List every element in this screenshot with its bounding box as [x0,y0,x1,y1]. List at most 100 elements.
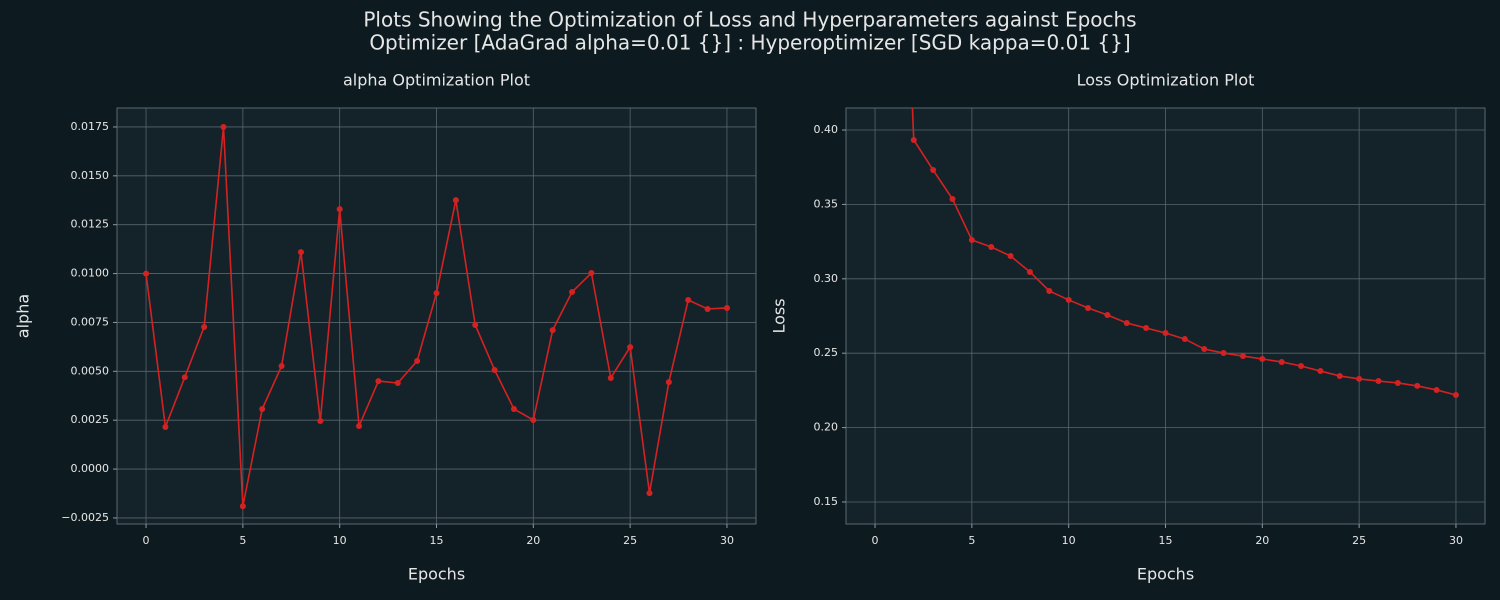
data-point [414,357,421,364]
data-point [1085,304,1092,311]
y-tick-label: 0.20 [814,421,839,434]
y-axis-label: alpha [14,294,33,338]
data-point [356,423,363,430]
subplot-title: Loss Optimization Plot [1077,71,1255,90]
y-tick-label: 0.15 [814,495,839,508]
data-point [317,417,324,424]
y-tick-label: 0.0075 [71,315,110,328]
data-point [1026,268,1033,275]
data-point [1143,325,1150,332]
data-point [1356,375,1363,382]
x-axis-label: Epochs [408,565,465,584]
x-tick-label: 25 [1352,534,1366,547]
data-point [607,374,614,381]
x-tick-label: 30 [720,534,734,547]
x-tick-label: 30 [1449,534,1463,547]
data-point [1239,353,1246,360]
data-point [259,406,266,413]
data-point [1162,329,1169,336]
data-point [1375,378,1382,385]
data-point [162,424,169,431]
data-point [704,305,711,312]
x-axis-label: Epochs [1137,565,1194,584]
data-point [949,196,956,203]
data-point [685,296,692,303]
plot-area [910,108,1459,399]
data-point [1259,355,1266,362]
figure-title: Plots Showing the Optimization of Loss a… [363,8,1136,32]
y-tick-label: 0.30 [814,272,839,285]
data-point [569,288,576,295]
data-point [1278,358,1285,365]
data-point [1201,346,1208,353]
figure-subtitle: Optimizer [AdaGrad alpha=0.01 {}] : Hype… [369,31,1130,55]
data-point [723,304,730,311]
data-point [588,269,595,276]
data-point [297,249,304,256]
data-point [472,321,479,328]
data-point [1123,319,1130,326]
data-point [181,374,188,381]
data-point [201,323,208,330]
y-tick-label: 0.0000 [71,462,110,475]
data-point [336,206,343,213]
x-tick-label: 10 [1062,534,1076,547]
data-point [1336,372,1343,379]
y-tick-label: 0.0125 [71,218,110,231]
x-tick-label: 20 [526,534,540,547]
data-point [143,270,150,277]
subplot-title: alpha Optimization Plot [343,71,530,90]
y-axis-label: Loss [770,298,789,333]
data-point [394,380,401,387]
data-point [1433,386,1440,393]
data-point [1220,350,1227,357]
x-tick-label: 10 [333,534,347,547]
plot-area [143,123,730,510]
data-point [1046,288,1053,295]
data-point [549,327,556,334]
y-tick-label: 0.40 [814,123,839,136]
x-tick-label: 15 [1159,534,1173,547]
data-point [452,197,459,204]
data-point [375,378,382,385]
data-point [1298,362,1305,369]
x-tick-label: 20 [1255,534,1269,547]
data-point [220,123,227,130]
data-point [1394,379,1401,386]
data-point [627,344,634,351]
data-point [988,243,995,250]
data-point [1317,368,1324,375]
x-tick-label: 5 [968,534,975,547]
y-tick-label: 0.0025 [71,413,110,426]
y-tick-label: 0.25 [814,346,839,359]
data-point [510,406,517,413]
subplot: 0 5 10 15 20 25 30 0.15 0.20 0.25 0.30 0.35 0.40 Loss… [770,71,1486,584]
data-point [1181,336,1188,343]
x-tick-label: 25 [623,534,637,547]
x-tick-label: 0 [143,534,150,547]
data-point [1414,382,1421,389]
x-tick-label: 5 [239,534,246,547]
y-tick-label: 0.35 [814,197,839,210]
data-point [665,379,672,386]
data-point [1065,296,1072,303]
data-point [1007,253,1014,260]
y-tick-label: −0.0025 [61,511,109,524]
data-point [530,417,537,423]
data-point [239,503,246,510]
data-point [433,290,440,297]
y-tick-label: 0.0050 [71,364,110,377]
data-point [1452,392,1459,399]
x-tick-label: 0 [872,534,879,547]
data-point [491,366,498,373]
y-tick-label: 0.0150 [71,169,110,182]
y-tick-label: 0.0100 [71,267,110,280]
y-tick-label: 0.0175 [71,120,110,133]
data-point [1104,311,1111,318]
x-tick-label: 15 [430,534,444,547]
data-point [930,167,937,174]
data-point [646,490,653,497]
data-point [278,363,285,370]
data-point [968,236,975,243]
